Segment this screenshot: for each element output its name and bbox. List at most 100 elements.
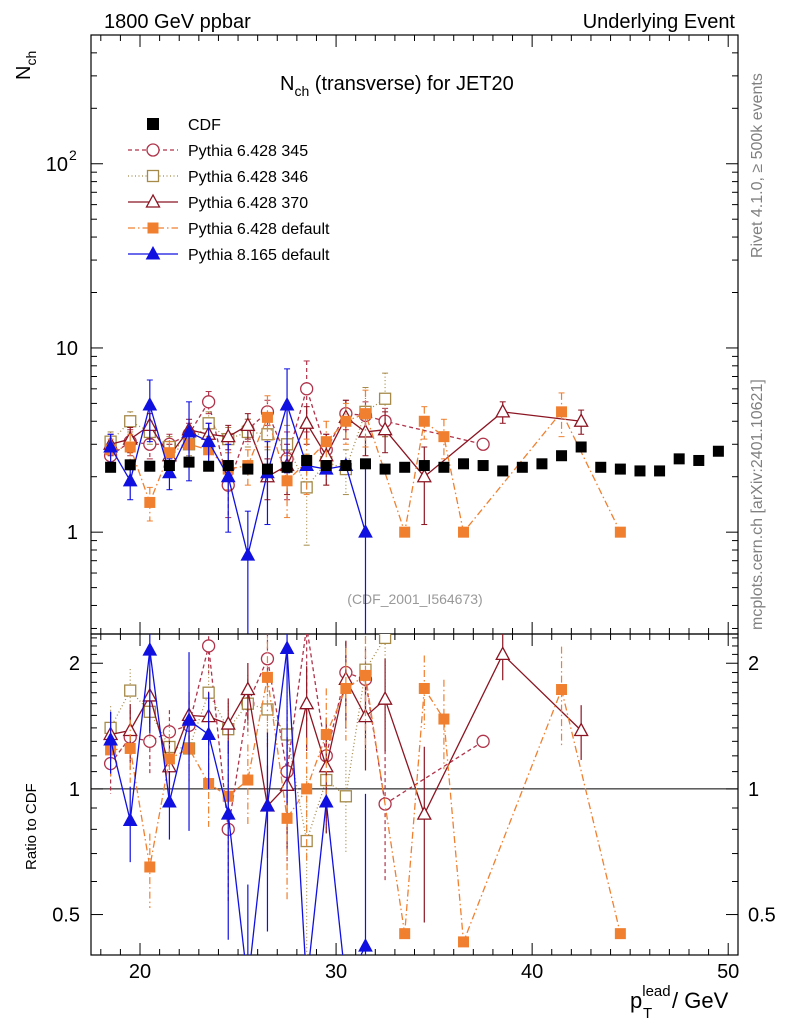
rivet-label: Rivet 4.1.0, ≥ 500k events xyxy=(749,73,766,258)
ratio-point-pythia-8-165-default xyxy=(318,793,334,808)
x-tick-label: 50 xyxy=(717,961,739,983)
data-point-pythia-6-428-default xyxy=(281,475,293,487)
data-point-pythia-6-428-default xyxy=(438,431,450,443)
legend-label-pythia-6-428-346: Pythia 6.428 346 xyxy=(188,169,308,186)
ratio-point-pythia-6-428-default xyxy=(144,861,156,873)
cdf-data-point xyxy=(124,459,136,471)
ratio-point-pythia-8-165-default xyxy=(162,793,177,808)
y-axis-label: Nch xyxy=(13,51,39,80)
cdf-data-point xyxy=(497,465,509,477)
ratio-point-pythia-6-428-default xyxy=(242,774,254,786)
ratio-point-pythia-6-428-default xyxy=(320,728,332,740)
cdf-data-point xyxy=(458,458,470,470)
data-point-pythia-6-428-346 xyxy=(124,415,137,428)
legend-marker-pythia-6-428-default xyxy=(147,222,159,234)
ratio-tick-label: 2 xyxy=(69,653,80,675)
ratio-point-pythia-6-428-370 xyxy=(240,681,256,696)
ratio-tick-label-right: 2 xyxy=(748,653,759,675)
data-point-pythia-6-428-370 xyxy=(377,421,393,436)
ratio-point-pythia-6-428-default xyxy=(301,783,313,795)
ratio-point-pythia-6-428-default xyxy=(418,682,430,694)
ratio-point-pythia-8-165-default xyxy=(358,938,373,952)
y-axis-label-sub: ch xyxy=(23,51,39,66)
series-line-pythia-6-428-345 xyxy=(110,386,484,488)
cdf-data-point xyxy=(575,441,587,453)
legend-label-pythia-6-428-345: Pythia 6.428 345 xyxy=(188,143,308,160)
cdf-data-point xyxy=(477,460,489,472)
data-point-pythia-6-428-370 xyxy=(416,468,432,483)
ratio-point-pythia-8-165-default xyxy=(181,712,197,726)
data-point-pythia-6-428-default xyxy=(144,496,156,508)
data-point-pythia-8-165-default xyxy=(240,547,256,561)
data-point-pythia-6-428-default xyxy=(556,406,568,418)
legend-marker-pythia-6-428-346 xyxy=(146,169,160,183)
cdf-data-point xyxy=(516,461,528,473)
data-point-pythia-6-428-345 xyxy=(476,437,490,451)
ratio-line-pythia-6-428-345 xyxy=(110,634,484,830)
mcplots-label: mcplots.cern.ch [arXiv:2401.10621] xyxy=(749,379,766,630)
ratio-point-pythia-6-428-345 xyxy=(476,734,490,748)
ratio-tick-label-right: 1 xyxy=(748,779,759,801)
cdf-data-point xyxy=(144,460,156,472)
data-point-pythia-6-428-346 xyxy=(378,392,392,405)
cdf-data-point xyxy=(712,445,724,457)
data-point-pythia-6-428-default xyxy=(458,526,470,538)
ratio-point-pythia-6-428-default xyxy=(438,713,450,725)
data-point-pythia-8-165-default xyxy=(181,423,197,438)
cdf-data-point xyxy=(536,458,548,470)
cdf-data-point xyxy=(438,461,450,473)
cdf-data-point xyxy=(105,461,117,473)
data-point-pythia-6-428-370 xyxy=(495,403,511,418)
ratio-point-pythia-6-428-346 xyxy=(124,684,137,697)
legend-marker-cdf xyxy=(147,118,159,130)
cdf-data-point xyxy=(163,460,175,472)
data-point-pythia-6-428-default xyxy=(359,408,371,420)
data-point-pythia-6-428-345 xyxy=(300,382,314,396)
cdf-data-point xyxy=(634,465,646,477)
chart-title-sub: ch xyxy=(294,83,309,99)
y-tick-label: 10 xyxy=(56,338,78,360)
header-right: Underlying Event xyxy=(583,11,736,33)
ratio-point-pythia-6-428-370 xyxy=(220,715,236,730)
ratio-point-pythia-6-428-default xyxy=(340,682,352,694)
ratio-point-pythia-6-428-370 xyxy=(299,695,315,710)
data-point-pythia-8-165-default xyxy=(122,472,138,487)
cdf-data-point xyxy=(222,460,234,472)
ratio-point-pythia-8-165-default xyxy=(122,812,138,826)
x-axis-label-unit: / GeV xyxy=(672,988,729,1013)
data-point-pythia-6-428-default xyxy=(124,441,136,453)
ratio-tick-label: 1 xyxy=(69,779,80,801)
data-point-pythia-6-428-default xyxy=(163,447,175,459)
ratio-point-pythia-8-165-default xyxy=(201,726,216,740)
ratio-point-pythia-6-428-default xyxy=(556,684,568,696)
cdf-data-point xyxy=(320,460,332,472)
data-point-pythia-8-165-default xyxy=(220,468,236,483)
x-tick-label: 20 xyxy=(129,961,151,983)
ratio-point-pythia-6-428-370 xyxy=(416,805,432,820)
data-point-pythia-6-428-default xyxy=(320,436,332,448)
data-point-pythia-8-165-default xyxy=(142,396,158,411)
cdf-data-point xyxy=(183,456,195,468)
legend-marker-pythia-8-165-default xyxy=(145,245,161,260)
ratio-point-pythia-6-428-346 xyxy=(339,790,353,803)
ratio-axis-label: Ratio to CDF xyxy=(23,783,40,870)
data-point-pythia-6-428-370 xyxy=(299,414,315,429)
ratio-point-pythia-6-428-370 xyxy=(573,722,589,737)
ratio-point-pythia-8-165-default xyxy=(220,806,236,820)
ratio-point-pythia-8-165-default xyxy=(260,797,275,812)
cdf-data-point xyxy=(418,460,430,472)
ratio-point-pythia-6-428-default xyxy=(261,671,273,683)
ratio-point-pythia-6-428-default xyxy=(163,753,175,765)
x-tick-label: 30 xyxy=(325,961,347,983)
data-point-pythia-6-428-default xyxy=(614,526,626,538)
data-point-pythia-6-428-default xyxy=(418,415,430,427)
data-point-pythia-6-428-370 xyxy=(220,428,236,443)
cdf-data-point xyxy=(379,463,391,475)
ratio-line-pythia-6-428-346 xyxy=(110,637,386,842)
ratio-frame xyxy=(90,633,739,956)
ratio-point-pythia-6-428-370 xyxy=(377,690,393,705)
ratio-point-pythia-8-165-default xyxy=(241,977,254,989)
ratio-point-pythia-6-428-default xyxy=(614,928,626,940)
data-point-pythia-8-165-default xyxy=(201,433,216,448)
x-axis-label: plead xyxy=(630,983,671,1013)
